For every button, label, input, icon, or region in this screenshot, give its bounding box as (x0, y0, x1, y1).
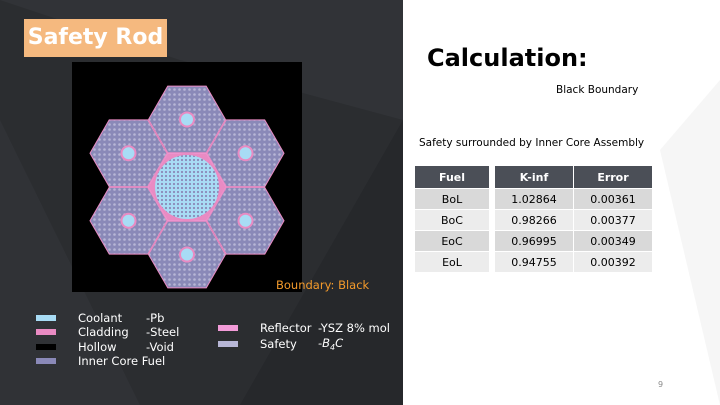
legend-reflector-material: -YSZ 8% mol (318, 321, 390, 335)
results-table-header-row: K-inf Error (495, 166, 652, 189)
legend-safety: Safety -B4C (218, 336, 343, 352)
legend-hollow: Hollow -Void (36, 340, 174, 354)
legend-cladding-name: Cladding (78, 325, 129, 339)
safety-rod-coolant (181, 248, 193, 261)
table-row: EoL (415, 251, 489, 272)
legend-cladding-material: -Steel (146, 325, 180, 339)
safety-rod-coolant (239, 214, 252, 227)
table-row: 1.02864 0.00361 (495, 188, 652, 210)
results-table: K-inf Error 1.02864 0.00361 0.98266 0.00… (495, 166, 652, 272)
error-column-header: Error (573, 166, 652, 189)
fuel-table-header-row: Fuel (415, 166, 489, 189)
legend-safety-material-subscript: 4 (330, 343, 336, 352)
error-cell: 0.00377 (573, 209, 652, 231)
fuel-cell: BoC (415, 209, 489, 231)
table-row: EoC (415, 230, 489, 252)
legend-safety-swatch (218, 341, 238, 347)
central-safety-bundle (155, 155, 219, 219)
safety-rod-coolant (122, 214, 135, 227)
table-row: 0.94755 0.00392 (495, 251, 652, 272)
kinf-cell: 0.98266 (495, 209, 574, 231)
table-row: 0.98266 0.00377 (495, 209, 652, 231)
fuel-column-header: Fuel (415, 166, 489, 189)
fuel-cell: BoL (415, 188, 489, 210)
legend-inner-core-fuel: Inner Core Fuel (36, 354, 165, 368)
legend-coolant: Coolant -Pb (36, 311, 164, 325)
kinf-cell: 0.94755 (495, 251, 574, 272)
safety-rod-coolant (239, 147, 252, 160)
legend-hollow-material: -Void (146, 340, 174, 354)
legend-reflector-swatch (218, 325, 238, 331)
kinf-cell: 1.02864 (495, 188, 574, 210)
legend-safety-material-tail: C (335, 336, 344, 350)
kinf-cell: 0.96995 (495, 230, 574, 252)
safety-rod-coolant (122, 147, 135, 160)
left-panel: Safety Rod Boundary: Black Coolant -Pb C… (0, 0, 403, 405)
error-cell: 0.00361 (573, 188, 652, 210)
legend-coolant-material: -Pb (146, 311, 165, 325)
error-cell: 0.00392 (573, 251, 652, 272)
legend-reflector: Reflector -YSZ 8% mol (218, 321, 390, 335)
table-row: BoL (415, 188, 489, 210)
legend-safety-material-main: -B (318, 336, 331, 350)
error-cell: 0.00349 (573, 230, 652, 252)
kinf-column-header: K-inf (495, 166, 574, 189)
boundary-condition-label: Black Boundary (556, 84, 639, 96)
legend-hollow-name: Hollow (78, 340, 117, 354)
legend-cladding: Cladding -Steel (36, 325, 179, 339)
safety-rod-coolant (181, 113, 193, 126)
fuel-cell: EoL (415, 251, 489, 272)
table-row: BoC (415, 209, 489, 231)
legend-safety-material: -B4C (318, 336, 343, 352)
legend-inner-core-fuel-name: Inner Core Fuel (78, 354, 166, 368)
fuel-table: Fuel BoL BoC EoC EoL (415, 166, 489, 272)
configuration-note: Safety surrounded by Inner Core Assembly (419, 137, 645, 149)
title-badge: Safety Rod (24, 19, 167, 57)
table-row: 0.96995 0.00349 (495, 230, 652, 252)
core-lattice-figure (72, 62, 302, 292)
legend-safety-name: Safety (260, 337, 297, 351)
legend-cladding-swatch (36, 329, 56, 335)
legend-hollow-swatch (36, 344, 56, 350)
slide-title: Safety Rod (27, 25, 164, 50)
legend-coolant-swatch (36, 315, 56, 321)
fuel-cell: EoC (415, 230, 489, 252)
legend-inner-core-fuel-swatch (36, 358, 56, 364)
legend-coolant-name: Coolant (78, 311, 123, 325)
boundary-label: Boundary: Black (276, 278, 370, 292)
legend-reflector-name: Reflector (260, 321, 312, 335)
calculation-heading: Calculation: (427, 44, 588, 72)
page-number: 9 (658, 380, 664, 389)
